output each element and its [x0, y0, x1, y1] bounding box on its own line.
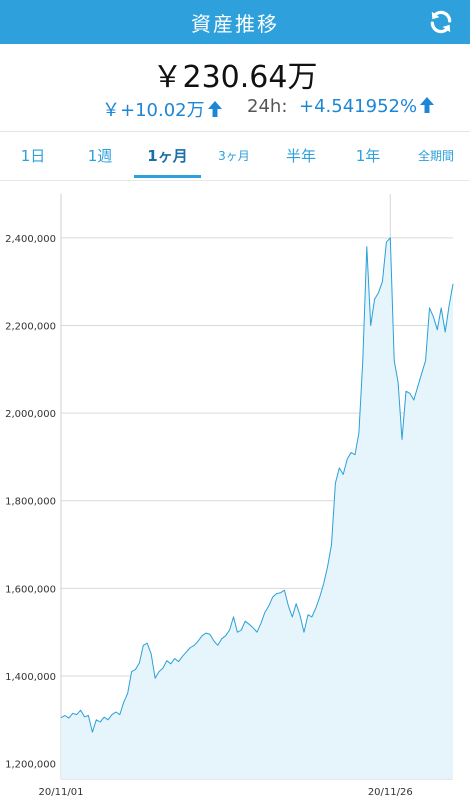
- y-tick-label: 1,800,000: [5, 497, 56, 508]
- tab-1-week[interactable]: 1週: [87, 147, 113, 165]
- tab-1-day[interactable]: 1日: [20, 147, 46, 165]
- y-tick-label: 2,400,000: [5, 234, 56, 245]
- change-row: ￥+10.02万 24h: +4.541952%: [0, 96, 470, 124]
- series-area: [61, 237, 453, 780]
- divider: [0, 131, 470, 132]
- up-arrow-icon: [207, 101, 222, 117]
- y-tick-label: 1,200,000: [5, 760, 56, 771]
- change-amount: ￥+10.02万: [102, 96, 223, 122]
- y-tick-label: 1,600,000: [5, 584, 56, 595]
- tab-all-time[interactable]: 全期間: [417, 149, 454, 163]
- y-tick-label: 2,200,000: [5, 321, 56, 332]
- change-period-label: 24h:: [247, 96, 288, 117]
- change-amount-value: ￥+10.02万: [102, 100, 205, 121]
- app-header: 資産推移: [0, 0, 470, 44]
- tab-3-months[interactable]: 3ヶ月: [218, 149, 250, 163]
- tab-1-month[interactable]: 1ヶ月: [134, 132, 201, 180]
- change-percent: +4.541952%: [299, 96, 435, 117]
- asset-chart: 1,200,000 1,400,000 1,600,000 1,800,000 2,00…: [5, 194, 454, 798]
- tab-border: [0, 180, 470, 181]
- refresh-icon[interactable]: [428, 9, 454, 35]
- period-tabs: 1日 1週 1ヶ月 3ヶ月 半年 1年 全期間: [0, 132, 470, 180]
- tab-1-year[interactable]: 1年: [355, 147, 381, 165]
- total-assets: ￥230.64万: [152, 60, 318, 95]
- series-line: [60, 237, 454, 733]
- change-percent-value: +4.541952%: [299, 96, 418, 117]
- up-arrow-icon: [420, 97, 435, 113]
- y-tick-label: 2,000,000: [5, 409, 56, 420]
- y-tick-label: 1,400,000: [5, 672, 56, 683]
- x-tick-label: 20/11/01: [39, 787, 84, 798]
- tab-half-year[interactable]: 半年: [285, 147, 316, 165]
- x-tick-label: 20/11/26: [368, 787, 413, 798]
- page-title: 資産推移: [191, 11, 279, 36]
